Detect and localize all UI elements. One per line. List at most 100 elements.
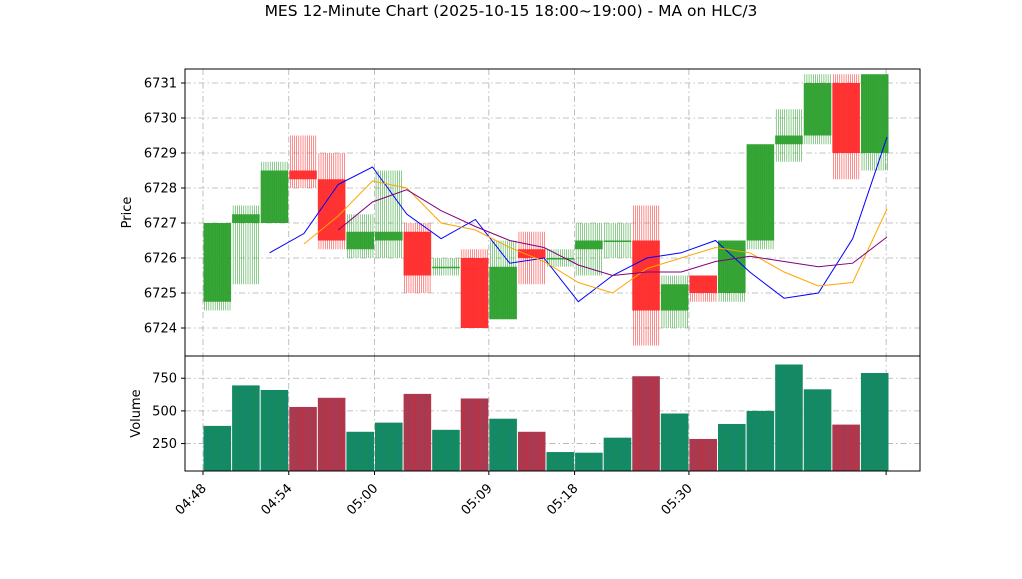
volume-bar-fill xyxy=(546,452,575,471)
x-tick-label: 04:48 xyxy=(173,481,210,518)
price-tick-label: 6728 xyxy=(144,182,177,197)
moving-average-layer xyxy=(269,137,888,303)
volume-axis-label: Volume xyxy=(129,389,144,437)
volume-bar-fill xyxy=(232,385,260,471)
candle xyxy=(517,231,546,285)
candle-body xyxy=(746,144,775,241)
candle-body xyxy=(346,231,374,250)
candle-body xyxy=(403,231,432,276)
candle xyxy=(575,223,603,276)
volume-bar-fill xyxy=(775,364,803,471)
volume-bar-fill xyxy=(718,423,746,471)
x-tick-label: 05:00 xyxy=(344,481,381,518)
volume-bar xyxy=(632,376,660,471)
candle-body xyxy=(775,135,803,145)
volume-bar-fill xyxy=(289,406,317,471)
volume-bar-fill xyxy=(603,437,632,471)
candle-body xyxy=(575,240,603,250)
volume-bar-fill xyxy=(489,418,517,471)
candle xyxy=(432,258,460,276)
volume-bar xyxy=(832,424,860,471)
volume-bar xyxy=(346,431,374,471)
candle-body xyxy=(260,170,289,223)
volume-bar xyxy=(289,406,317,471)
x-tick-label: 05:30 xyxy=(659,481,696,518)
price-tick-label: 6730 xyxy=(144,112,177,127)
volume-bar xyxy=(517,431,546,471)
candle-body xyxy=(317,179,346,241)
x-tick-label: 05:18 xyxy=(544,481,581,518)
candle xyxy=(718,240,746,302)
chart-title: MES 12-Minute Chart (2025-10-15 18:00~19… xyxy=(265,2,758,20)
price-tick-label: 6729 xyxy=(144,147,177,162)
volume-bar xyxy=(403,393,432,471)
candle xyxy=(603,223,632,258)
candle xyxy=(546,249,575,267)
candle xyxy=(746,144,775,250)
candle xyxy=(489,240,517,320)
candle-body xyxy=(432,266,460,269)
candle xyxy=(232,205,260,285)
volume-tick-label: 750 xyxy=(152,372,177,387)
volume-bar xyxy=(489,418,517,471)
x-tick-label: 04:54 xyxy=(258,481,295,518)
volume-bar xyxy=(317,397,346,471)
candle xyxy=(460,249,489,328)
volume-bar xyxy=(775,364,803,471)
volume-bar xyxy=(460,398,489,471)
volume-bars-layer xyxy=(203,364,889,471)
candle-body xyxy=(546,258,575,260)
price-tick-label: 6724 xyxy=(144,322,177,337)
price-tick-label: 6727 xyxy=(144,217,177,232)
volume-bar-fill xyxy=(575,452,603,471)
moving-average-line xyxy=(337,189,888,277)
volume-tick-label: 500 xyxy=(152,404,177,419)
candle xyxy=(375,170,403,258)
price-tick-label: 6731 xyxy=(144,77,177,92)
price-axis: 6724 6725 6726 6727 6728 6729 6730 6731 xyxy=(144,77,185,337)
volume-bar-fill xyxy=(803,389,832,471)
candle xyxy=(403,223,432,293)
moving-average-line xyxy=(303,180,888,294)
volume-bar xyxy=(746,410,775,471)
volume-bar-fill xyxy=(432,429,460,471)
candle-body xyxy=(718,240,746,293)
volume-bar xyxy=(546,452,575,471)
volume-bar-fill xyxy=(832,424,860,471)
candle xyxy=(689,275,717,302)
volume-bar-fill xyxy=(689,438,717,471)
candle xyxy=(860,74,889,171)
volume-bar-fill xyxy=(403,393,432,471)
price-tick-label: 6726 xyxy=(144,252,177,267)
x-axis: 04:48 04:54 05:00 05:09 05:18 05:30 xyxy=(173,471,887,518)
volume-bar xyxy=(432,429,460,471)
candle-body xyxy=(660,284,689,311)
candle xyxy=(317,153,346,250)
candle-body xyxy=(203,223,232,302)
volume-bar xyxy=(375,422,403,471)
candle-body xyxy=(232,214,260,223)
candle xyxy=(260,161,289,223)
candle-body xyxy=(689,275,717,293)
volume-bar-fill xyxy=(346,431,374,471)
candle xyxy=(289,135,317,188)
volume-tick-label: 250 xyxy=(152,437,177,452)
volume-bar xyxy=(260,389,289,471)
candles-layer xyxy=(203,74,889,346)
candle xyxy=(660,275,689,328)
candle-body xyxy=(803,83,832,136)
candle-body xyxy=(375,231,403,241)
candle xyxy=(346,214,374,258)
volume-bar xyxy=(718,423,746,471)
candle-body xyxy=(832,83,860,153)
price-grid xyxy=(185,69,920,356)
volume-bar-fill xyxy=(375,422,403,471)
volume-panel-frame xyxy=(184,355,921,472)
volume-axis: 250 500 750 xyxy=(152,372,185,452)
volume-bar xyxy=(689,438,717,471)
volume-bar-fill xyxy=(632,376,660,471)
volume-bar-fill xyxy=(517,431,546,471)
candle-body xyxy=(517,249,546,258)
